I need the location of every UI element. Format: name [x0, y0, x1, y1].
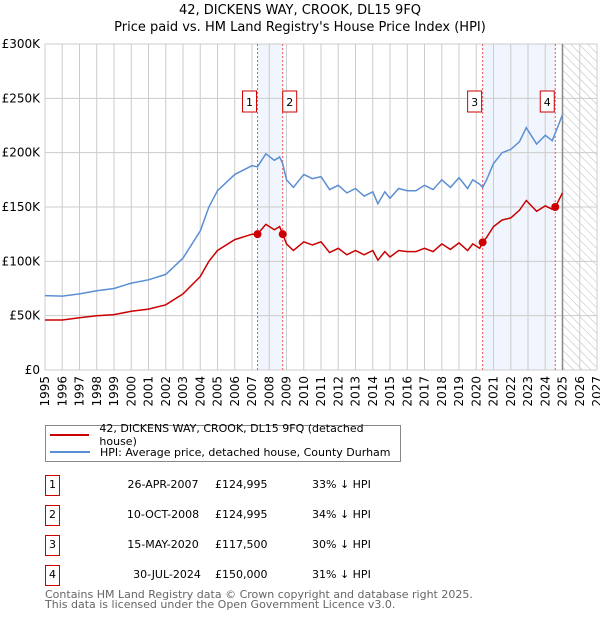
x-tick-label: 1998	[90, 376, 104, 407]
transaction-hpi: 33% ↓ HPI	[312, 478, 371, 491]
sale-label-box	[539, 90, 555, 113]
x-tick-label: 2027	[590, 376, 600, 407]
transaction-price: £117,500	[215, 538, 268, 551]
x-tick-label: 2012	[331, 376, 345, 407]
x-tick-label: 2024	[538, 376, 552, 407]
x-tick-label: 2014	[366, 376, 380, 407]
transaction-number: 1	[45, 475, 60, 496]
transaction-price: £150,000	[215, 568, 268, 581]
transaction-number: 2	[45, 505, 60, 526]
legend-item-hpi: HPI: Average price, detached house, Coun…	[50, 444, 391, 460]
legend-label-hpi: HPI: Average price, detached house, Coun…	[100, 445, 391, 459]
x-tick-label: 2008	[262, 376, 276, 407]
x-tick-label: 2011	[314, 376, 328, 407]
property-price-line	[45, 192, 564, 321]
transaction-number: 4	[45, 565, 60, 586]
x-tick-label: 2005	[211, 376, 225, 407]
transaction-date: 26-APR-2007	[127, 478, 199, 491]
sale-label-box	[282, 90, 298, 113]
transaction-date: 30-JUL-2024	[133, 568, 201, 581]
sale-label: 4	[544, 96, 551, 109]
transaction-price: £124,995	[215, 508, 268, 521]
x-tick-label: 2025	[556, 376, 570, 407]
sale-label: 2	[286, 96, 293, 109]
transaction-number: 3	[45, 535, 60, 556]
legend: 42, DICKENS WAY, CROOK, DL15 9FQ (detach…	[45, 422, 401, 462]
transaction-price: £124,995	[215, 478, 268, 491]
transaction-row: 4 30-JUL-2024 £150,000 31% ↓ HPI	[45, 565, 445, 586]
x-tick-label: 2006	[228, 376, 242, 407]
price-chart: 1995 1996 1997 1998 1999 2000 2001 2002 2003 2004…	[2, 37, 600, 407]
x-tick-label: 2018	[435, 376, 449, 407]
x-tick-label: 2016	[400, 376, 414, 407]
transaction-row: 1 26-APR-2007 £124,995 33% ↓ HPI	[45, 475, 445, 496]
chart-title: 42, DICKENS WAY, CROOK, DL15 9FQ	[178, 3, 422, 18]
hpi-line	[44, 114, 564, 297]
x-tick-label: 1995	[38, 376, 52, 407]
sale-point	[253, 230, 262, 239]
x-tick-label: 2001	[142, 376, 156, 407]
x-tick-label: 2020	[469, 376, 483, 407]
sale-point	[478, 238, 487, 247]
x-tick-label: 2026	[573, 376, 587, 407]
x-tick-label: 2013	[349, 376, 363, 407]
sale-label: 3	[471, 96, 478, 109]
legend-swatch-red	[50, 434, 90, 436]
legend-swatch-blue	[50, 451, 90, 453]
y-tick-label: £200K	[2, 146, 42, 160]
x-tick-label: 2009	[280, 376, 294, 407]
x-tick-label: 2003	[176, 376, 190, 407]
x-tick-label: 1996	[55, 376, 69, 407]
footer: Contains HM Land Registry data © Crown c…	[45, 588, 473, 611]
x-tick-label: 2023	[521, 376, 535, 407]
x-tick-label: 2017	[418, 376, 432, 407]
x-tick-label: 1997	[73, 376, 87, 407]
transaction-hpi: 30% ↓ HPI	[312, 538, 371, 551]
y-tick-label: £250K	[2, 91, 42, 105]
x-tick-label: 2010	[297, 376, 311, 407]
transaction-hpi: 34% ↓ HPI	[312, 508, 371, 521]
legend-item-property: 42, DICKENS WAY, CROOK, DL15 9FQ (detach…	[50, 422, 400, 448]
y-tick-label: £150K	[2, 200, 42, 214]
transaction-hpi: 31% ↓ HPI	[312, 568, 371, 581]
x-tick-label: 2022	[504, 376, 518, 407]
sale-label-box	[467, 90, 483, 113]
chart-subtitle: Price paid vs. HM Land Registry's House …	[114, 20, 486, 35]
transaction-date: 10-OCT-2008	[126, 508, 200, 521]
x-tick-label: 2007	[245, 376, 259, 407]
sale-label: 1	[246, 96, 253, 109]
x-tick-label: 2019	[452, 376, 466, 407]
sale-label-box	[242, 90, 258, 113]
x-tick-label: 1999	[107, 376, 121, 407]
footer-licence: This data is licensed under the Open Gov…	[45, 598, 396, 611]
footer-copyright: Contains HM Land Registry data © Crown c…	[45, 588, 473, 601]
x-tick-label: 2002	[159, 376, 173, 407]
transaction-date: 15-MAY-2020	[127, 538, 199, 551]
transaction-row: 2 10-OCT-2008 £124,995 34% ↓ HPI	[45, 505, 445, 526]
y-tick-label: £0	[25, 363, 40, 377]
x-tick-label: 2021	[487, 376, 501, 407]
x-tick-label: 2000	[124, 376, 138, 407]
legend-label-property: 42, DICKENS WAY, CROOK, DL15 9FQ (detach…	[99, 422, 364, 448]
sale-point	[278, 230, 287, 239]
y-tick-label: £50K	[9, 309, 41, 323]
transaction-row: 3 15-MAY-2020 £117,500 30% ↓ HPI	[45, 535, 445, 556]
x-tick-label: 2004	[193, 376, 207, 407]
y-tick-label: £100K	[2, 254, 42, 268]
y-tick-label: £300K	[2, 37, 42, 51]
sale-point	[551, 203, 560, 211]
x-tick-label: 2015	[383, 376, 397, 407]
